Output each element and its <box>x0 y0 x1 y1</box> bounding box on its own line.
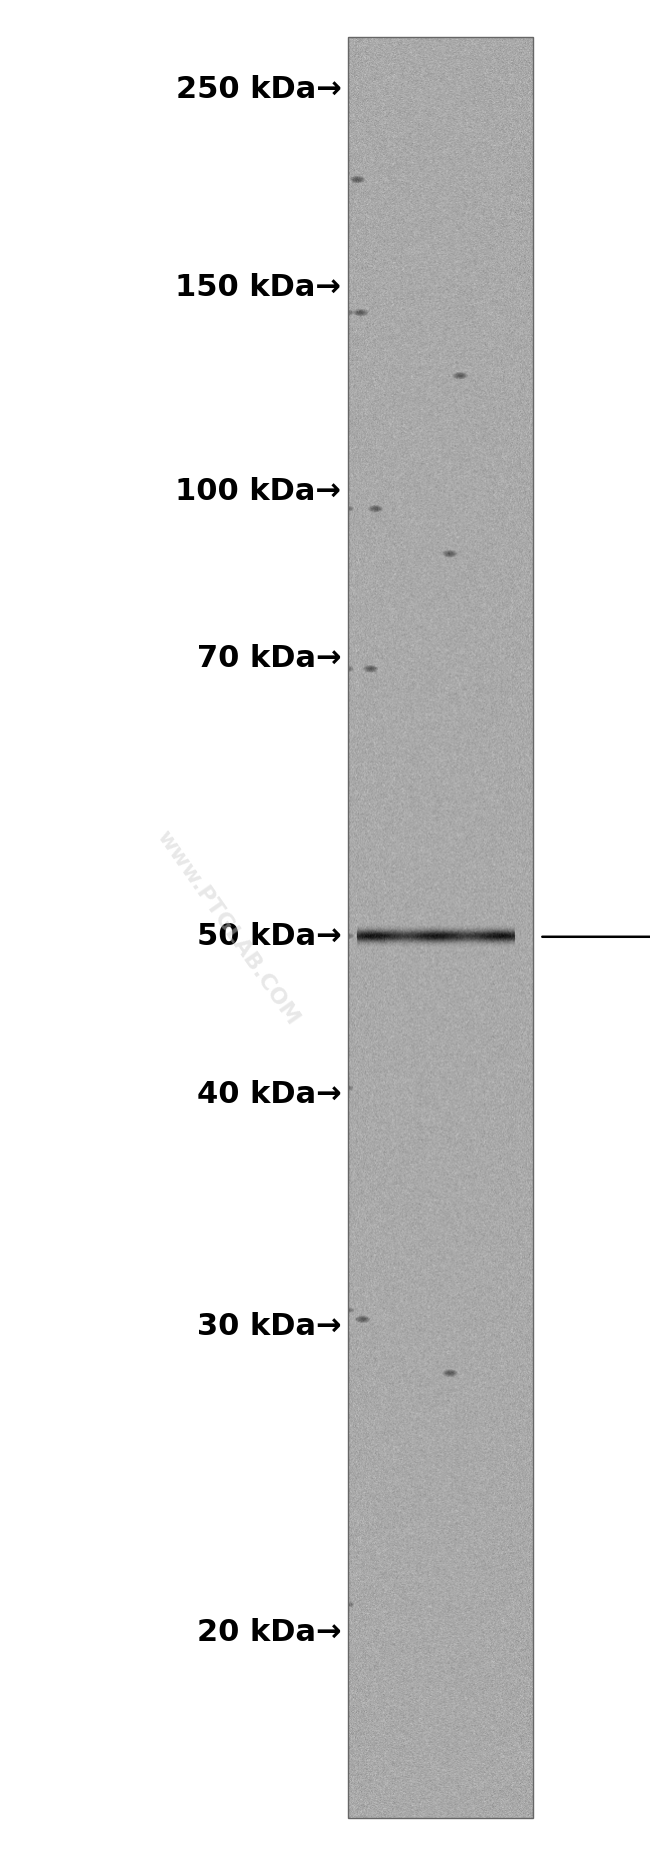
Text: 50 kDa→: 50 kDa→ <box>196 922 341 952</box>
Bar <box>348 37 533 1818</box>
Text: 100 kDa→: 100 kDa→ <box>176 477 341 506</box>
Text: 250 kDa→: 250 kDa→ <box>176 74 341 104</box>
Text: 70 kDa→: 70 kDa→ <box>197 644 341 673</box>
Text: 30 kDa→: 30 kDa→ <box>197 1311 341 1341</box>
Text: 150 kDa→: 150 kDa→ <box>176 273 341 302</box>
Text: www.PTGLAB.COM: www.PTGLAB.COM <box>153 827 302 1028</box>
Text: 40 kDa→: 40 kDa→ <box>196 1080 341 1109</box>
Text: 20 kDa→: 20 kDa→ <box>197 1618 341 1647</box>
